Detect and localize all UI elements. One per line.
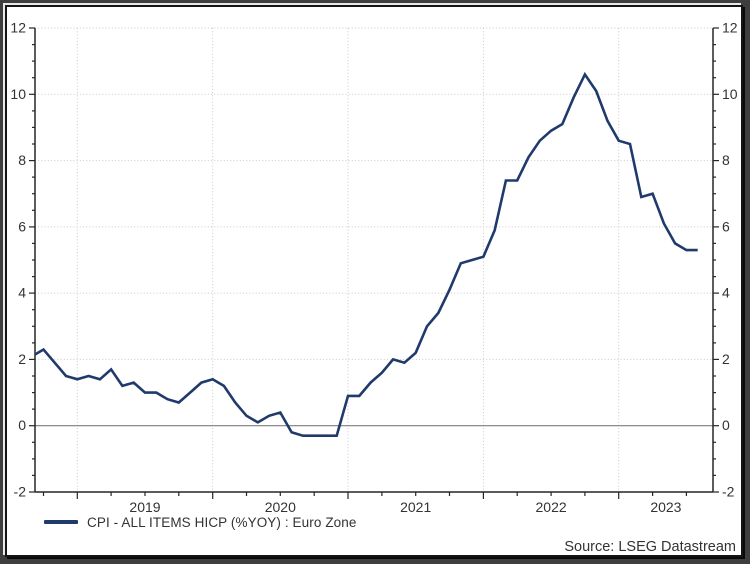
svg-text:-2: -2 <box>722 484 735 500</box>
svg-text:2019: 2019 <box>129 499 160 515</box>
svg-text:8: 8 <box>18 152 26 168</box>
svg-text:2021: 2021 <box>400 499 431 515</box>
axes <box>34 28 714 493</box>
svg-text:6: 6 <box>722 218 730 234</box>
chart-frame-panel <box>5 5 743 557</box>
legend-label: CPI - ALL ITEMS HICP (%YOY) : Euro Zone <box>87 514 357 530</box>
legend: CPI - ALL ITEMS HICP (%YOY) : Euro Zone <box>44 513 356 531</box>
svg-text:2020: 2020 <box>265 499 296 515</box>
svg-text:12: 12 <box>10 20 26 36</box>
x-tick-labels: 2019 2020 2021 2022 2023 <box>129 499 681 515</box>
svg-text:10: 10 <box>10 86 26 102</box>
svg-text:6: 6 <box>18 218 26 234</box>
legend-line-swatch <box>44 520 78 524</box>
tick-marks <box>29 27 719 499</box>
svg-text:12: 12 <box>722 20 738 36</box>
svg-text:8: 8 <box>722 152 730 168</box>
gridlines <box>35 27 713 492</box>
svg-text:2023: 2023 <box>650 499 681 515</box>
svg-text:4: 4 <box>722 285 730 301</box>
series-line-euro-zone-hicp <box>35 71 698 438</box>
source-credit: Source: LSEG Datastream <box>564 539 736 555</box>
svg-text:2: 2 <box>722 351 730 367</box>
svg-text:-2: -2 <box>14 484 27 500</box>
y-tick-labels: -2 -2 0 0 2 2 4 4 6 6 8 8 10 10 12 12 <box>10 20 737 500</box>
svg-text:0: 0 <box>18 417 26 433</box>
svg-text:10: 10 <box>722 86 738 102</box>
svg-text:2: 2 <box>18 351 26 367</box>
svg-text:0: 0 <box>722 417 730 433</box>
svg-text:4: 4 <box>18 285 26 301</box>
svg-text:2022: 2022 <box>536 499 567 515</box>
